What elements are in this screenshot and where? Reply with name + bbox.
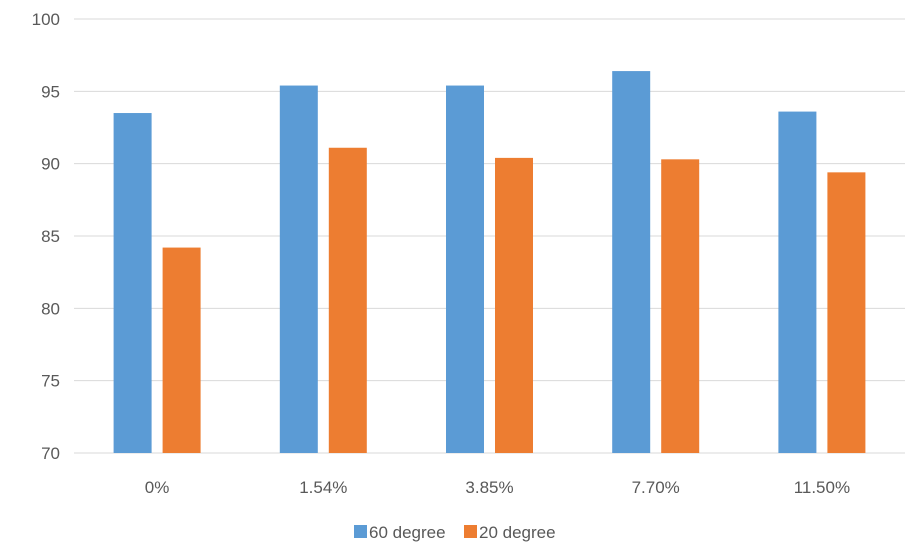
bar-60-degree-1 (279, 85, 318, 454)
bar-60-degree-4 (778, 111, 817, 453)
legend-swatch (354, 525, 367, 538)
legend-swatch (464, 525, 477, 538)
y-axis-tick-labels: 70 75 80 85 90 95 100 (32, 10, 60, 463)
bars (113, 71, 866, 454)
x-tick-label: 1.54% (299, 478, 347, 497)
legend-label: 60 degree (369, 523, 446, 542)
bar-20-degree-2 (495, 157, 533, 453)
bar-20-degree-1 (328, 147, 367, 453)
bar-20-degree-3 (661, 159, 700, 453)
bar-60-degree-3 (612, 71, 651, 453)
bar-20-degree-0 (162, 247, 201, 453)
bar-60-degree-2 (446, 85, 484, 454)
y-tick-label: 90 (41, 155, 60, 174)
x-tick-label: 11.50% (794, 478, 850, 497)
legend-label: 20 degree (479, 523, 556, 542)
y-tick-label: 100 (32, 10, 60, 29)
x-tick-label: 0% (145, 478, 170, 497)
y-tick-label: 85 (41, 227, 60, 246)
x-tick-label: 3.85% (465, 478, 513, 497)
bar-20-degree-4 (827, 172, 866, 453)
legend: 60 degree 20 degree (354, 523, 556, 542)
y-tick-label: 70 (41, 444, 60, 463)
gridlines (74, 18, 905, 454)
x-tick-label: 7.70% (632, 478, 680, 497)
y-tick-label: 75 (41, 372, 60, 391)
x-axis-tick-labels: 0% 1.54% 3.85% 7.70% 11.50% (145, 478, 850, 497)
y-tick-label: 80 (41, 299, 60, 318)
bar-60-degree-0 (113, 113, 152, 454)
y-tick-label: 95 (41, 82, 60, 101)
